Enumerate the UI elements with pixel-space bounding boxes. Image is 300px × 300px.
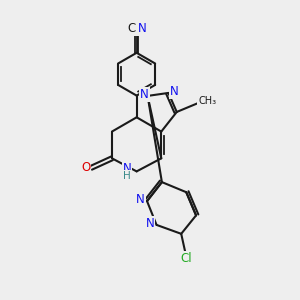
Text: N: N bbox=[146, 217, 154, 230]
Text: H: H bbox=[123, 171, 131, 181]
Text: N: N bbox=[138, 22, 147, 35]
Text: O: O bbox=[81, 161, 90, 174]
Text: N: N bbox=[170, 85, 179, 98]
Text: CH₃: CH₃ bbox=[198, 96, 216, 106]
Text: N: N bbox=[123, 162, 131, 175]
Text: C: C bbox=[128, 22, 136, 35]
Text: Cl: Cl bbox=[180, 252, 192, 265]
Text: N: N bbox=[136, 194, 145, 206]
Text: N: N bbox=[140, 88, 149, 101]
